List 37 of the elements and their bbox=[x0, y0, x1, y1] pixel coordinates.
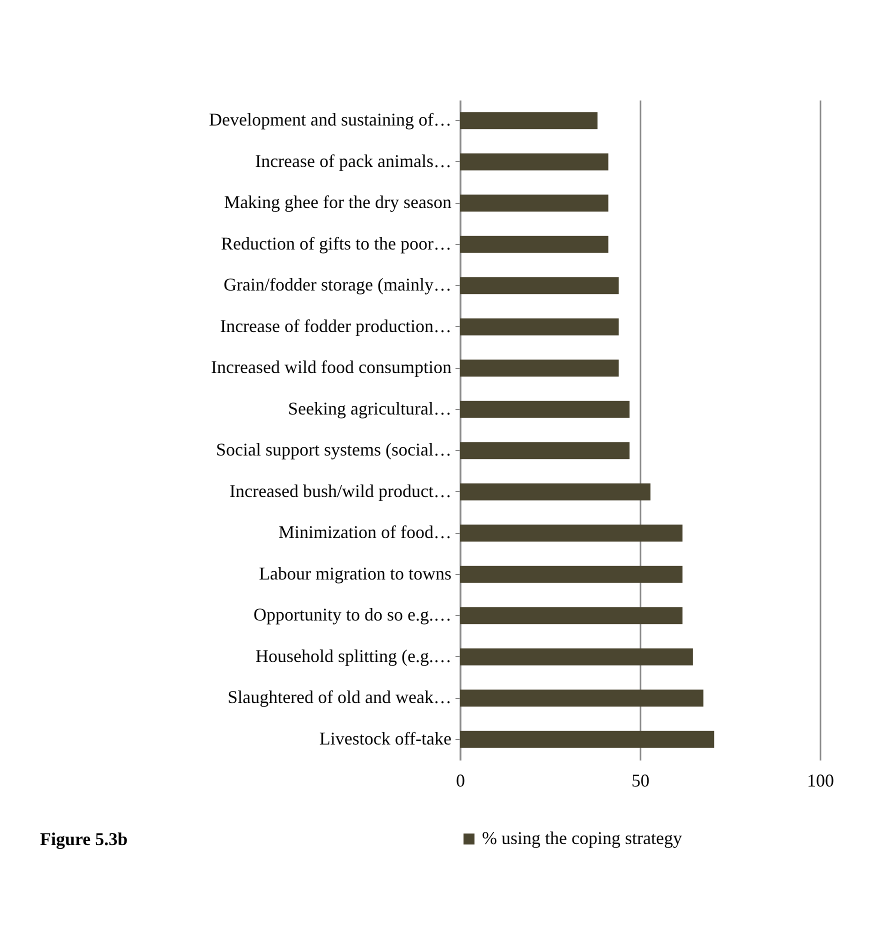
x-tick-label: 50 bbox=[632, 770, 650, 790]
y-tick-label: Livestock off-take bbox=[319, 728, 452, 748]
x-tick-label: 100 bbox=[807, 770, 834, 790]
y-tick-label: Slaughtered of old and weak… bbox=[228, 687, 452, 708]
bar bbox=[460, 112, 598, 130]
y-tick-label: Social support systems (social… bbox=[216, 440, 452, 460]
bar bbox=[460, 730, 714, 748]
bar bbox=[460, 194, 608, 212]
bar bbox=[460, 400, 630, 418]
y-tick-label: Increased wild food consumption bbox=[211, 357, 452, 378]
bar bbox=[460, 360, 619, 377]
y-tick-label: Increased bush/wild product… bbox=[230, 480, 452, 501]
bar bbox=[460, 318, 619, 336]
caption: Figure 5.3b bbox=[40, 829, 128, 849]
y-tick-label: Grain/fodder storage (mainly… bbox=[224, 274, 452, 295]
y-tick-label: Labour migration to towns bbox=[259, 563, 452, 584]
bar bbox=[460, 524, 682, 542]
y-tick-label: Opportunity to do so e.g.… bbox=[254, 604, 452, 625]
bar bbox=[460, 483, 650, 500]
bar bbox=[460, 690, 704, 707]
bar bbox=[460, 442, 630, 460]
x-tick-label: 0 bbox=[456, 770, 465, 790]
legend-label: % using the coping strategy bbox=[482, 828, 682, 848]
y-tick-label: Making ghee for the dry season bbox=[224, 192, 452, 212]
y-tick-label: Increase of fodder production… bbox=[220, 316, 452, 336]
y-tick-label: Seeking agricultural… bbox=[288, 398, 452, 418]
bar bbox=[460, 607, 682, 624]
bar bbox=[460, 566, 682, 583]
y-tick-label: Increase of pack animals… bbox=[255, 150, 452, 171]
bar bbox=[460, 153, 608, 170]
bar bbox=[460, 236, 608, 253]
y-tick-label: Reduction of gifts to the poor… bbox=[221, 233, 452, 254]
y-tick-label: Minimization of food… bbox=[278, 522, 452, 542]
bar bbox=[460, 277, 619, 294]
y-tick-label: Development and sustaining of… bbox=[209, 110, 452, 130]
y-tick-label: Household splitting (e.g.… bbox=[256, 646, 452, 666]
bar bbox=[460, 648, 693, 666]
